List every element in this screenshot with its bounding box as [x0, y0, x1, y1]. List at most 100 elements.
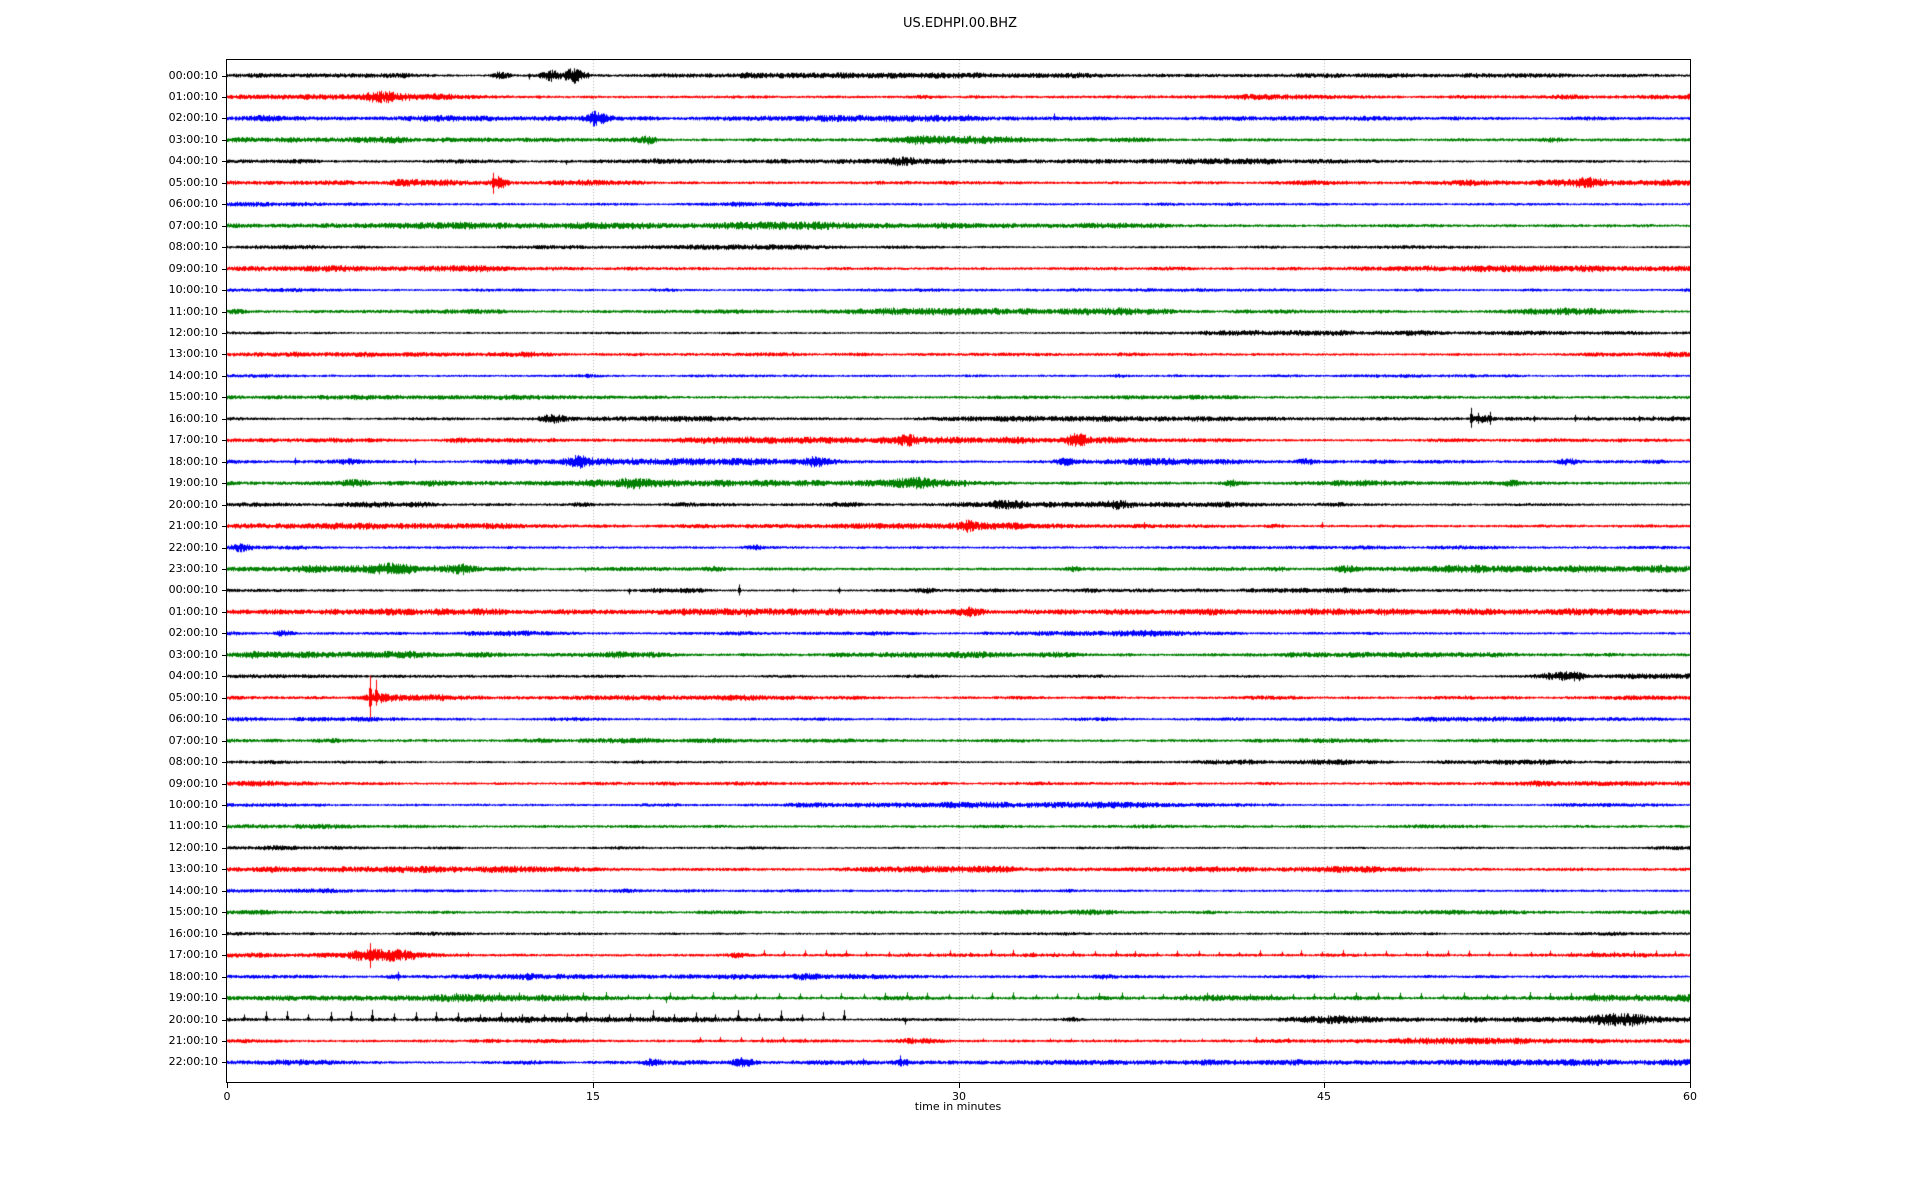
y-tick-mark: [222, 290, 227, 291]
y-tick-mark: [222, 741, 227, 742]
y-tick-mark: [222, 869, 227, 870]
y-tick-mark: [222, 76, 227, 77]
y-tick-label: 21:00:10: [168, 519, 218, 533]
y-tick-label: 02:00:10: [168, 626, 218, 640]
y-tick-label: 05:00:10: [168, 175, 218, 189]
y-tick-mark: [222, 161, 227, 162]
y-tick-mark: [222, 548, 227, 549]
y-tick-mark: [222, 912, 227, 913]
y-tick-mark: [222, 226, 227, 227]
y-tick-label: 17:00:10: [168, 433, 218, 447]
y-tick-mark: [222, 376, 227, 377]
x-tick-mark: [227, 1083, 228, 1088]
y-tick-mark: [222, 805, 227, 806]
x-tick-mark: [593, 1083, 594, 1088]
y-tick-label: 04:00:10: [168, 669, 218, 683]
y-tick-mark: [222, 762, 227, 763]
y-tick-label: 08:00:10: [168, 240, 218, 254]
y-tick-mark: [222, 676, 227, 677]
y-tick-mark: [222, 655, 227, 656]
x-tick-label: 15: [586, 1090, 600, 1103]
y-tick-label: 00:00:10: [168, 68, 218, 82]
y-tick-mark: [222, 719, 227, 720]
x-tick-label: 30: [952, 1090, 966, 1103]
y-tick-label: 18:00:10: [168, 969, 218, 983]
y-tick-mark: [222, 955, 227, 956]
y-tick-mark: [222, 998, 227, 999]
y-tick-label: 01:00:10: [168, 604, 218, 618]
y-tick-label: 14:00:10: [168, 368, 218, 382]
x-tick-mark: [959, 1083, 960, 1088]
y-tick-label: 00:00:10: [168, 583, 218, 597]
y-tick-mark: [222, 977, 227, 978]
y-tick-label: 19:00:10: [168, 991, 218, 1005]
y-tick-mark: [222, 312, 227, 313]
x-tick-label: 45: [1317, 1090, 1331, 1103]
y-tick-label: 21:00:10: [168, 1034, 218, 1048]
x-tick-mark: [1324, 1083, 1325, 1088]
y-tick-mark: [222, 419, 227, 420]
y-tick-mark: [222, 269, 227, 270]
y-tick-label: 09:00:10: [168, 261, 218, 275]
y-tick-label: 15:00:10: [168, 905, 218, 919]
x-tick-label: 60: [1683, 1090, 1697, 1103]
y-tick-label: 20:00:10: [168, 1012, 218, 1026]
y-tick-label: 03:00:10: [168, 647, 218, 661]
y-tick-mark: [222, 612, 227, 613]
y-tick-mark: [222, 1020, 227, 1021]
y-tick-label: 14:00:10: [168, 883, 218, 897]
y-tick-mark: [222, 1062, 227, 1063]
seismogram-canvas: [227, 60, 1690, 1082]
y-tick-mark: [222, 698, 227, 699]
y-tick-mark: [222, 183, 227, 184]
y-tick-label: 07:00:10: [168, 218, 218, 232]
y-tick-label: 01:00:10: [168, 89, 218, 103]
y-tick-label: 05:00:10: [168, 690, 218, 704]
x-axis-title: time in minutes: [914, 1100, 1002, 1113]
y-tick-label: 09:00:10: [168, 776, 218, 790]
y-tick-mark: [222, 247, 227, 248]
y-tick-mark: [222, 891, 227, 892]
y-tick-mark: [222, 118, 227, 119]
y-tick-label: 06:00:10: [168, 197, 218, 211]
y-tick-label: 13:00:10: [168, 347, 218, 361]
y-tick-mark: [222, 934, 227, 935]
y-tick-label: 10:00:10: [168, 798, 218, 811]
y-tick-mark: [222, 633, 227, 634]
y-tick-label: 22:00:10: [168, 540, 218, 554]
x-tick-mark: [1690, 1083, 1691, 1088]
y-tick-mark: [222, 440, 227, 441]
y-tick-mark: [222, 526, 227, 527]
y-tick-label: 11:00:10: [168, 304, 218, 318]
y-tick-label: 23:00:10: [168, 561, 218, 575]
y-tick-label: 12:00:10: [168, 840, 218, 854]
y-tick-label: 10:00:10: [168, 283, 218, 297]
y-tick-mark: [222, 826, 227, 827]
y-tick-mark: [222, 848, 227, 849]
y-tick-mark: [222, 140, 227, 141]
y-tick-label: 08:00:10: [168, 755, 218, 769]
y-tick-mark: [222, 784, 227, 785]
y-tick-label: 11:00:10: [168, 819, 218, 833]
y-tick-mark: [222, 97, 227, 98]
y-tick-label: 15:00:10: [168, 390, 218, 404]
y-tick-mark: [222, 590, 227, 591]
chart-title: US.EDHPI.00.BHZ: [903, 16, 1017, 31]
y-tick-mark: [222, 333, 227, 334]
y-tick-label: 19:00:10: [168, 476, 218, 490]
y-tick-mark: [222, 354, 227, 355]
y-tick-mark: [222, 462, 227, 463]
y-tick-mark: [222, 505, 227, 506]
y-tick-label: 02:00:10: [168, 111, 218, 125]
y-tick-label: 16:00:10: [168, 926, 218, 940]
y-tick-mark: [222, 397, 227, 398]
x-tick-label: 0: [223, 1090, 231, 1103]
y-tick-mark: [222, 1041, 227, 1042]
y-tick-label: 20:00:10: [168, 497, 218, 511]
y-tick-label: 03:00:10: [168, 132, 218, 146]
y-tick-label: 06:00:10: [168, 712, 218, 726]
y-tick-label: 18:00:10: [168, 454, 218, 468]
y-tick-mark: [222, 204, 227, 205]
y-tick-label: 13:00:10: [168, 862, 218, 876]
